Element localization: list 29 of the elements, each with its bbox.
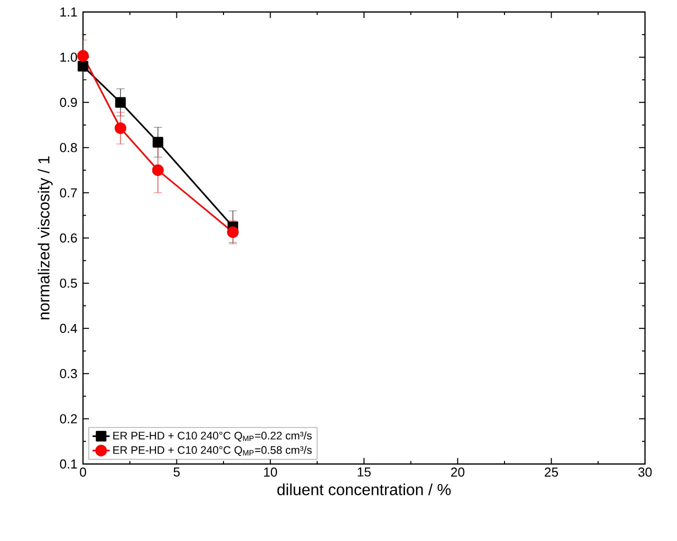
y-tick-label: 0.1: [60, 459, 77, 469]
x-tick-label: 25: [544, 468, 558, 477]
point: [77, 50, 89, 62]
x-tick-label: 5: [174, 468, 180, 477]
x-axis-title: diluent concentration / %: [277, 484, 451, 496]
point: [152, 164, 164, 176]
x-tick-label: 30: [638, 468, 652, 477]
legend-label: ER PE-HD + C10 240°C Q$_{MP}$=0.58 cm³/s: [113, 446, 312, 456]
x-tick-label: 15: [358, 468, 371, 477]
x-tick-label: 10: [264, 468, 278, 477]
point: [78, 60, 88, 72]
x-tick-label: 0: [80, 468, 86, 477]
y-tick-label: 0.7: [60, 188, 77, 198]
legend-label: ER PE-HD + C10 240°C Q$_{MP}$=0.22 cm³/s: [113, 431, 312, 442]
y-tick-label: 0.4: [60, 324, 78, 333]
y-tick-label: 0.6: [60, 233, 77, 243]
point: [114, 122, 126, 134]
y-tick-label: 0.8: [60, 143, 77, 152]
y-axis-title: normalized viscosity / 1: [38, 156, 53, 320]
y-tick-label: 0.3: [60, 369, 77, 378]
point: [227, 226, 239, 238]
y-tick-label: 1.0: [60, 52, 77, 62]
point: [152, 136, 164, 148]
y-tick-label: 0.9: [60, 98, 77, 107]
point: [115, 97, 126, 108]
x-tick-label: 20: [451, 468, 464, 477]
y-tick-label: 0.5: [60, 278, 77, 288]
y-tick-label: 0.2: [60, 414, 77, 424]
y-tick-label: 1.1: [60, 8, 77, 16]
